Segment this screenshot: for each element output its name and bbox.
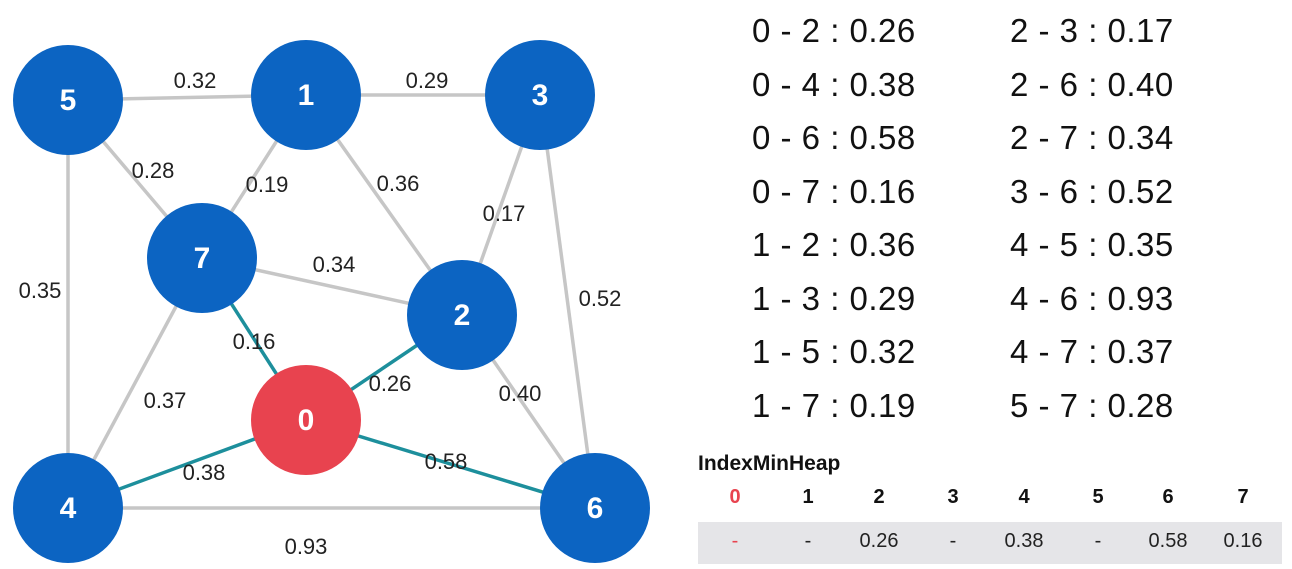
edge-labels-layer: 0.32 0.29 0.28 0.19 0.36 0.17 0.35 0.34 0.52 0.16… xyxy=(19,68,622,559)
node-label-2: 2 xyxy=(454,299,471,332)
edge-weight-7-2: 0.34 xyxy=(313,252,356,277)
edge-weight-7-0: 0.16 xyxy=(233,329,276,354)
node-0: 0 xyxy=(251,365,361,475)
edge-weight-1-3: 0.29 xyxy=(406,68,449,93)
edge-weight-5-4: 0.35 xyxy=(19,278,62,303)
node-circle-5 xyxy=(13,45,123,155)
heap-values-row: - - 0.26 - 0.38 - 0.58 0.16 xyxy=(698,522,1282,564)
node-label-3: 3 xyxy=(532,79,549,112)
edge-weight-5-7: 0.28 xyxy=(132,158,175,183)
edge-list-item: 4 - 7 : 0.37 xyxy=(1010,333,1174,370)
heap-index: 2 xyxy=(873,486,885,508)
heap-value: 0.26 xyxy=(859,530,899,552)
edge-weight-0-6: 0.58 xyxy=(425,449,468,474)
edge-weight-3-2: 0.17 xyxy=(483,201,526,226)
graph-diagram: 0.32 0.29 0.28 0.19 0.36 0.17 0.35 0.34 0.52 0.16… xyxy=(13,40,650,563)
edge-weight-0-2: 0.26 xyxy=(369,371,412,396)
nodes-layer: 0 1 2 3 4 5 6 7 xyxy=(13,40,650,563)
node-circle-3 xyxy=(485,40,595,150)
edge-weight-7-4: 0.37 xyxy=(144,388,187,413)
edge-list-item: 3 - 6 : 0.52 xyxy=(1010,172,1174,210)
heap-index: 4 xyxy=(1018,486,1030,508)
node-label-7: 7 xyxy=(194,242,211,275)
heap-title: IndexMinHeap xyxy=(698,452,841,475)
node-circle-7 xyxy=(147,203,257,313)
heap-index: 5 xyxy=(1092,486,1104,508)
edge-weight-1-7: 0.19 xyxy=(246,172,289,197)
edge-list-item: 4 - 6 : 0.93 xyxy=(1010,279,1174,317)
heap-index: 6 xyxy=(1162,486,1174,508)
node-label-4: 4 xyxy=(60,492,77,525)
node-circle-1 xyxy=(251,40,361,150)
heap-index: 7 xyxy=(1237,486,1249,508)
edge-weight-4-6: 0.93 xyxy=(285,534,328,559)
edge-3-6 xyxy=(538,94,597,509)
edge-list-item: 0 - 7 : 0.16 xyxy=(752,172,916,210)
edge-list-item: 1 - 3 : 0.29 xyxy=(752,279,916,317)
edge-list-item: 5 - 7 : 0.28 xyxy=(1010,386,1174,424)
edge-weight-2-6: 0.40 xyxy=(499,381,542,406)
edge-list-item: 2 - 7 : 0.34 xyxy=(1010,119,1174,156)
edge-list-item: 1 - 7 : 0.19 xyxy=(752,386,916,424)
node-circle-2 xyxy=(407,260,517,370)
heap-value: 0.16 xyxy=(1223,530,1263,552)
edge-list-item: 2 - 3 : 0.17 xyxy=(1010,12,1174,49)
heap-index: 3 xyxy=(947,486,959,508)
node-5: 5 xyxy=(13,45,123,155)
edge-list-item: 0 - 6 : 0.58 xyxy=(752,119,916,156)
node-circle-4 xyxy=(13,453,123,563)
node-label-5: 5 xyxy=(60,84,77,117)
edge-weight-0-4: 0.38 xyxy=(183,460,226,485)
heap-value: - xyxy=(731,530,739,552)
edge-list-item: 0 - 2 : 0.26 xyxy=(752,12,916,49)
node-7: 7 xyxy=(147,203,257,313)
heap-index: 0 xyxy=(729,486,741,508)
node-1: 1 xyxy=(251,40,361,150)
node-label-1: 1 xyxy=(298,79,315,112)
heap-value: - xyxy=(1094,530,1102,552)
heap-value: - xyxy=(804,530,812,552)
edge-list-item: 1 - 5 : 0.32 xyxy=(752,333,916,370)
edge-list: 0 - 2 : 0.26 0 - 4 : 0.38 0 - 6 : 0.58 0 - … xyxy=(752,12,1222,437)
heap-value: 0.58 xyxy=(1148,530,1188,552)
edge-list-item: 0 - 4 : 0.38 xyxy=(752,65,916,103)
node-6: 6 xyxy=(540,453,650,563)
node-label-6: 6 xyxy=(587,492,604,525)
edge-weight-3-6: 0.52 xyxy=(579,286,622,311)
edge-list-item: 2 - 6 : 0.40 xyxy=(1010,65,1174,103)
node-3: 3 xyxy=(485,40,595,150)
edge-weight-1-2: 0.36 xyxy=(377,171,420,196)
node-2: 2 xyxy=(407,260,517,370)
edge-weight-5-1: 0.32 xyxy=(174,68,217,93)
node-label-0: 0 xyxy=(298,404,315,437)
node-circle-0 xyxy=(251,365,361,475)
heap-value: 0.38 xyxy=(1004,530,1044,552)
node-circle-6 xyxy=(540,453,650,563)
edge-list-item: 1 - 2 : 0.36 xyxy=(752,226,916,263)
heap-index: 1 xyxy=(802,486,814,508)
edge-list-item: 4 - 5 : 0.35 xyxy=(1010,226,1174,263)
heap-value: - xyxy=(949,530,957,552)
node-4: 4 xyxy=(13,453,123,563)
